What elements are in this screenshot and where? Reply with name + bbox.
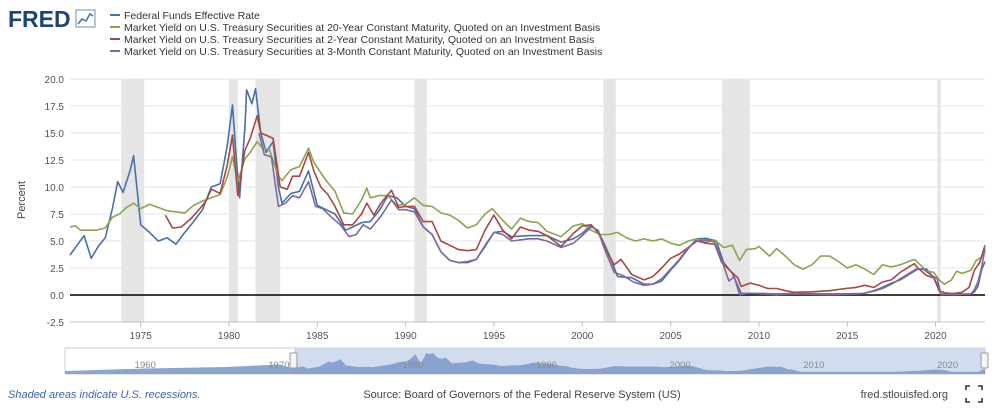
navigator-tick-label: 2010 [803, 360, 824, 371]
navigator-tick-label: 2000 [670, 360, 691, 371]
grid-lines: 20.0 17.5 15.0 12.5 10.0 7.5 5.0 2.5 0.0 -2.5 [45, 75, 985, 329]
navigator-ticks: 1960 1970 1980 1990 2000 2010 2020 [135, 360, 958, 371]
y-tick-label: 20.0 [45, 75, 65, 86]
y-tick-label: 7.5 [50, 210, 64, 221]
axes: 1975 1980 1985 1990 1995 2000 2005 2010 2015 2020 [70, 294, 985, 342]
x-tick-label: 1980 [218, 331, 241, 342]
x-tick-label: 2015 [836, 331, 859, 342]
navigator-area [65, 352, 985, 374]
x-tick-label: 2000 [571, 331, 594, 342]
y-tick-label: 12.5 [45, 156, 65, 167]
x-tick-label: 1995 [483, 331, 506, 342]
x-tick-label: 2005 [659, 331, 682, 342]
recession-band [414, 79, 427, 322]
recession-note: Shaded areas indicate U.S. recessions. [8, 389, 201, 401]
y-tick-label: 15.0 [45, 129, 65, 140]
fred-logo[interactable]: FRED [8, 6, 96, 32]
plot-area: 20.0 17.5 15.0 12.5 10.0 7.5 5.0 2.5 0.0 -2.5 197… [45, 75, 986, 342]
navigator[interactable]: 1960 1970 1980 1990 2000 2010 2020 [64, 347, 989, 375]
y-tick-label: 2.5 [50, 264, 64, 275]
series-line[interactable] [69, 140, 986, 285]
navigator-handle-right[interactable] [980, 352, 989, 369]
recession-band [121, 79, 145, 322]
x-tick-label: 1985 [306, 331, 329, 342]
legend-entry[interactable]: Market Yield on U.S. Treasury Securities… [124, 22, 600, 34]
y-tick-label: 17.5 [45, 102, 65, 113]
source-text: Source: Board of Governors of the Federa… [363, 389, 680, 401]
legend-entry[interactable]: Market Yield on U.S. Treasury Securities… [124, 34, 594, 46]
y-tick-label: 5.0 [50, 237, 64, 248]
series-line[interactable] [164, 114, 986, 295]
navigator-tick-label: 1980 [402, 360, 423, 371]
navigator-tick-label: 2020 [937, 360, 958, 371]
navigator-tick-label: 1990 [536, 360, 557, 371]
logo-chart-icon [75, 9, 96, 28]
series-line[interactable] [69, 87, 986, 296]
x-tick-label: 1975 [130, 331, 153, 342]
navigator-handle-left[interactable] [289, 352, 298, 369]
site-url[interactable]: fred.stlouisfed.org [861, 389, 948, 401]
series-line[interactable] [258, 132, 986, 296]
x-tick-label: 1990 [394, 331, 417, 342]
recession-band [228, 79, 238, 322]
y-tick-label: 10.0 [45, 183, 65, 194]
navigator-tick-label: 1960 [135, 360, 156, 371]
recession-band [603, 79, 616, 322]
fred-logo-text: FRED [8, 6, 71, 32]
navigator-tick-label: 1970 [268, 360, 289, 371]
series-lines [69, 87, 986, 296]
fullscreen-icon[interactable] [965, 385, 983, 403]
recession-bands [121, 79, 941, 322]
y-tick-label: 0.0 [50, 291, 64, 302]
recession-band [937, 79, 941, 322]
y-tick-label: -2.5 [47, 318, 65, 329]
y-axis-label: Percent [16, 181, 28, 219]
x-tick-label: 2020 [924, 331, 947, 342]
x-tick-label: 2010 [748, 331, 771, 342]
recession-band [721, 79, 751, 322]
legend-entry[interactable]: Market Yield on U.S. Treasury Securities… [124, 46, 602, 58]
legend-entry[interactable]: Federal Funds Effective Rate [124, 10, 260, 22]
